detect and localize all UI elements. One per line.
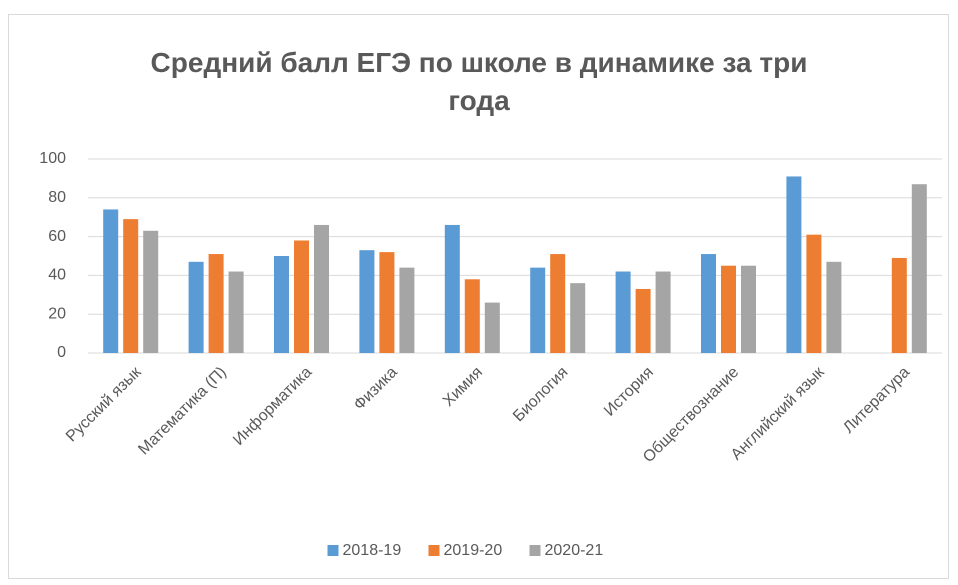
legend-swatch [529,545,541,556]
x-tick-label: Литература [840,364,913,437]
bar [741,265,756,353]
chart-title: Средний балл ЕГЭ по школе в динамике за … [150,47,808,116]
bar [103,209,119,353]
y-tick-label: 100 [39,150,66,167]
bar [484,302,500,353]
x-tick-label: Биология [510,364,571,425]
bar [655,271,671,353]
y-tick-label: 20 [48,305,66,322]
x-tick-label: Обществознание [640,364,742,466]
y-tick-label: 0 [57,344,66,361]
bar [806,234,822,353]
bar [294,240,309,353]
bar [701,254,716,353]
bar [314,224,329,353]
y-tick-label: 60 [48,228,66,245]
bar [721,265,736,353]
bar [123,219,139,353]
bar [911,184,927,353]
bar [379,252,395,353]
bar [228,271,244,353]
bar [891,257,907,353]
bar [399,267,415,353]
bar [570,283,586,353]
legend-label: 2018-19 [343,542,402,559]
bar [444,224,460,353]
bar [615,271,631,353]
x-tick-label: Русский язык [63,363,145,445]
bar [786,176,802,353]
y-tick-label: 40 [48,267,66,284]
bar [550,254,566,353]
legend-swatch [327,545,339,556]
bar [635,288,651,353]
x-tick-label: Математика (П) [135,364,230,459]
legend-label: 2019-20 [444,542,503,559]
x-tick-label: Физика [351,364,401,414]
y-tick-label: 80 [48,189,66,206]
x-tick-label: Информатика [230,364,315,449]
bar [188,261,204,353]
bar [464,279,480,353]
x-tick-label: Английский язык [728,363,828,463]
bar [359,250,375,353]
bar [530,267,546,353]
legend-label: 2020-21 [545,542,604,559]
bar [143,230,159,353]
legend-swatch [428,545,440,556]
bar [274,256,289,353]
bar [826,261,842,353]
x-tick-label: История [601,364,657,420]
chart-frame [8,14,949,579]
bar [208,254,224,353]
x-tick-label: Химия [440,364,486,410]
